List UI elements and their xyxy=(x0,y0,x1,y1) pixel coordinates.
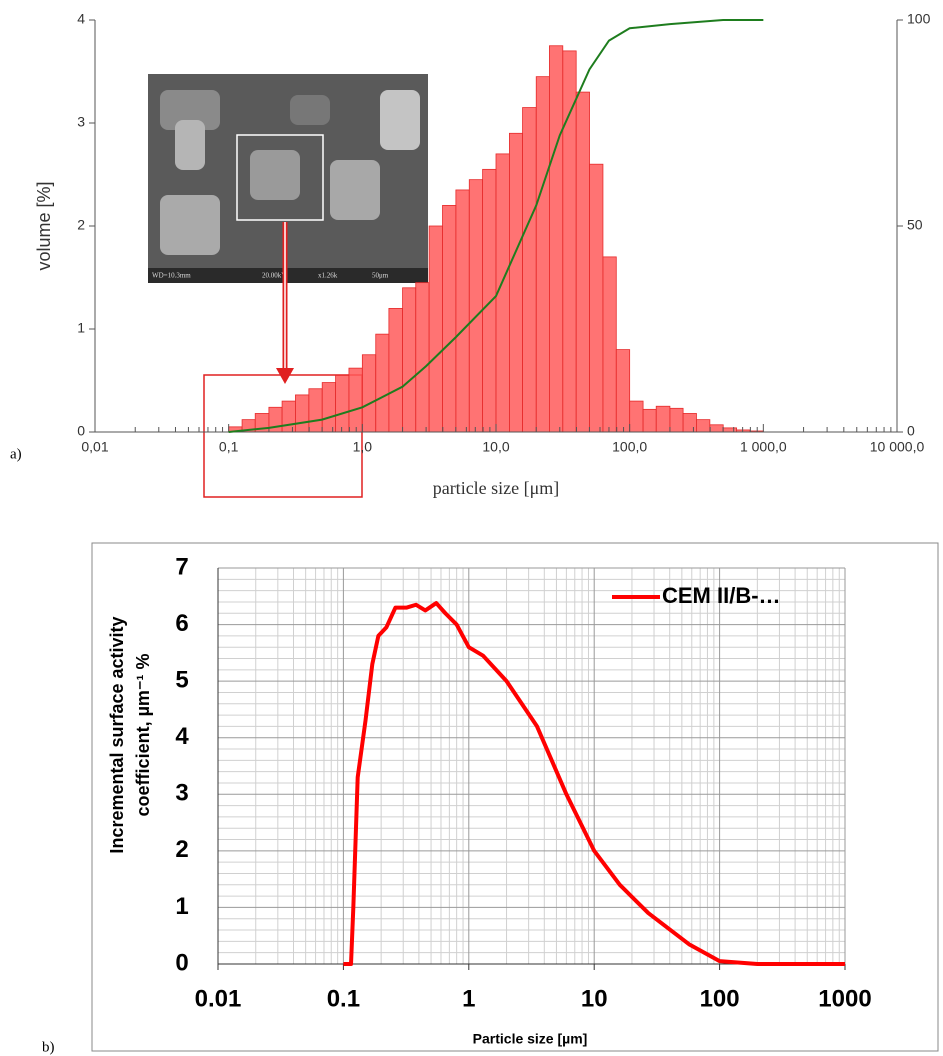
inset-particle xyxy=(160,90,220,130)
x-tick-label: 1 xyxy=(462,985,475,1012)
x-tick-label: 1,0 xyxy=(353,439,373,455)
histogram-bar xyxy=(575,91,590,433)
y-tick-label: 2 xyxy=(175,836,188,863)
arrow-head xyxy=(276,368,294,384)
y-axis-label: coefficient, µm⁻¹ % xyxy=(133,654,153,817)
x-tick-label: 0.1 xyxy=(327,985,360,1012)
histogram-bar xyxy=(402,287,417,433)
histogram-bar xyxy=(321,382,337,433)
inset-particle xyxy=(290,95,330,125)
y-tick-label: 6 xyxy=(175,610,188,637)
y-tick-label: 1 xyxy=(77,320,85,336)
inset-selection xyxy=(236,134,324,221)
histogram-bar xyxy=(388,307,403,433)
y-axis-label: Incremental surface activity xyxy=(107,616,127,853)
histogram-bar xyxy=(308,388,323,433)
x-tick-label: 10 xyxy=(581,985,608,1012)
x-axis-label: particle size [μm] xyxy=(433,478,560,498)
histogram-bar xyxy=(522,107,537,433)
inset-particle xyxy=(175,120,205,170)
histogram-bar xyxy=(696,419,711,433)
histogram-bar xyxy=(455,189,470,433)
histogram-bar xyxy=(468,179,484,433)
y-tick-label: 3 xyxy=(77,114,85,130)
histogram-bar xyxy=(509,132,523,433)
inset-label: WD=10.3mm xyxy=(152,272,191,280)
histogram-bar xyxy=(549,45,564,433)
y2-tick-label: 0 xyxy=(907,423,915,439)
histogram-bar xyxy=(428,225,443,433)
inset-particle xyxy=(160,195,220,255)
inset-label: 20.00kV xyxy=(262,272,286,280)
x-tick-label: 1000 xyxy=(818,985,871,1012)
x-tick-label: 10 000,0 xyxy=(870,439,925,455)
y-tick-label: 3 xyxy=(175,780,188,807)
legend-label: CEM II/B-… xyxy=(662,583,781,608)
x-tick-label: 100 xyxy=(700,985,740,1012)
cumulative-curve xyxy=(228,19,764,433)
y-tick-label: 1 xyxy=(175,893,188,920)
histogram-bar xyxy=(442,204,457,433)
x-tick-label: 0,01 xyxy=(81,439,108,455)
panel-label: a) xyxy=(10,446,22,462)
x-tick-label: 0.01 xyxy=(195,985,242,1012)
x-tick-label: 100,0 xyxy=(612,439,647,455)
y2-tick-label: 50 xyxy=(907,217,923,233)
histogram-bar xyxy=(335,374,350,433)
histogram-bar xyxy=(682,413,697,433)
histogram-bar xyxy=(589,163,604,433)
histogram-bar xyxy=(415,282,430,433)
histogram-bar xyxy=(629,400,644,433)
x-tick-label: 0,1 xyxy=(219,439,239,455)
y-tick-label: 5 xyxy=(175,666,188,693)
histogram-bar xyxy=(602,256,617,433)
y-axis-label: volume [%] xyxy=(34,181,54,270)
histogram-bar xyxy=(615,349,631,433)
histogram-bar xyxy=(709,424,724,433)
x-tick-label: 1 000,0 xyxy=(740,439,787,455)
inset-label: 50μm xyxy=(372,272,389,280)
panel-frame xyxy=(91,542,939,1052)
histogram-bar xyxy=(535,76,550,433)
y-tick-label: 0 xyxy=(77,423,85,439)
histogram-bar xyxy=(722,427,738,433)
x-tick-label: 10,0 xyxy=(482,439,509,455)
inset-particle xyxy=(380,90,420,150)
histogram-bar xyxy=(281,400,296,433)
y2-tick-label: 100 xyxy=(907,11,931,27)
y-tick-label: 0 xyxy=(175,949,188,976)
panel-label: b) xyxy=(42,1039,55,1055)
histogram-bar xyxy=(375,333,390,433)
histogram-bar xyxy=(562,50,577,433)
data-line xyxy=(343,601,845,966)
x-axis-label: Particle size [µm] xyxy=(473,1031,588,1047)
inset-label: x1.26k xyxy=(318,272,338,280)
histogram-bar xyxy=(295,394,310,433)
histogram-bar xyxy=(348,367,363,433)
histogram-bar xyxy=(482,168,497,433)
inset-info-bar xyxy=(148,268,428,283)
y-tick-label: 2 xyxy=(77,217,85,233)
y-tick-label: 7 xyxy=(175,553,188,580)
histogram-bar xyxy=(642,408,657,433)
y-tick-label: 4 xyxy=(77,11,85,27)
histogram-bar xyxy=(655,405,671,433)
histogram-bar xyxy=(361,354,377,433)
inset-particle xyxy=(330,160,380,220)
inset-particle xyxy=(250,150,300,200)
histogram-bar xyxy=(669,407,684,433)
y-tick-label: 4 xyxy=(175,723,189,750)
